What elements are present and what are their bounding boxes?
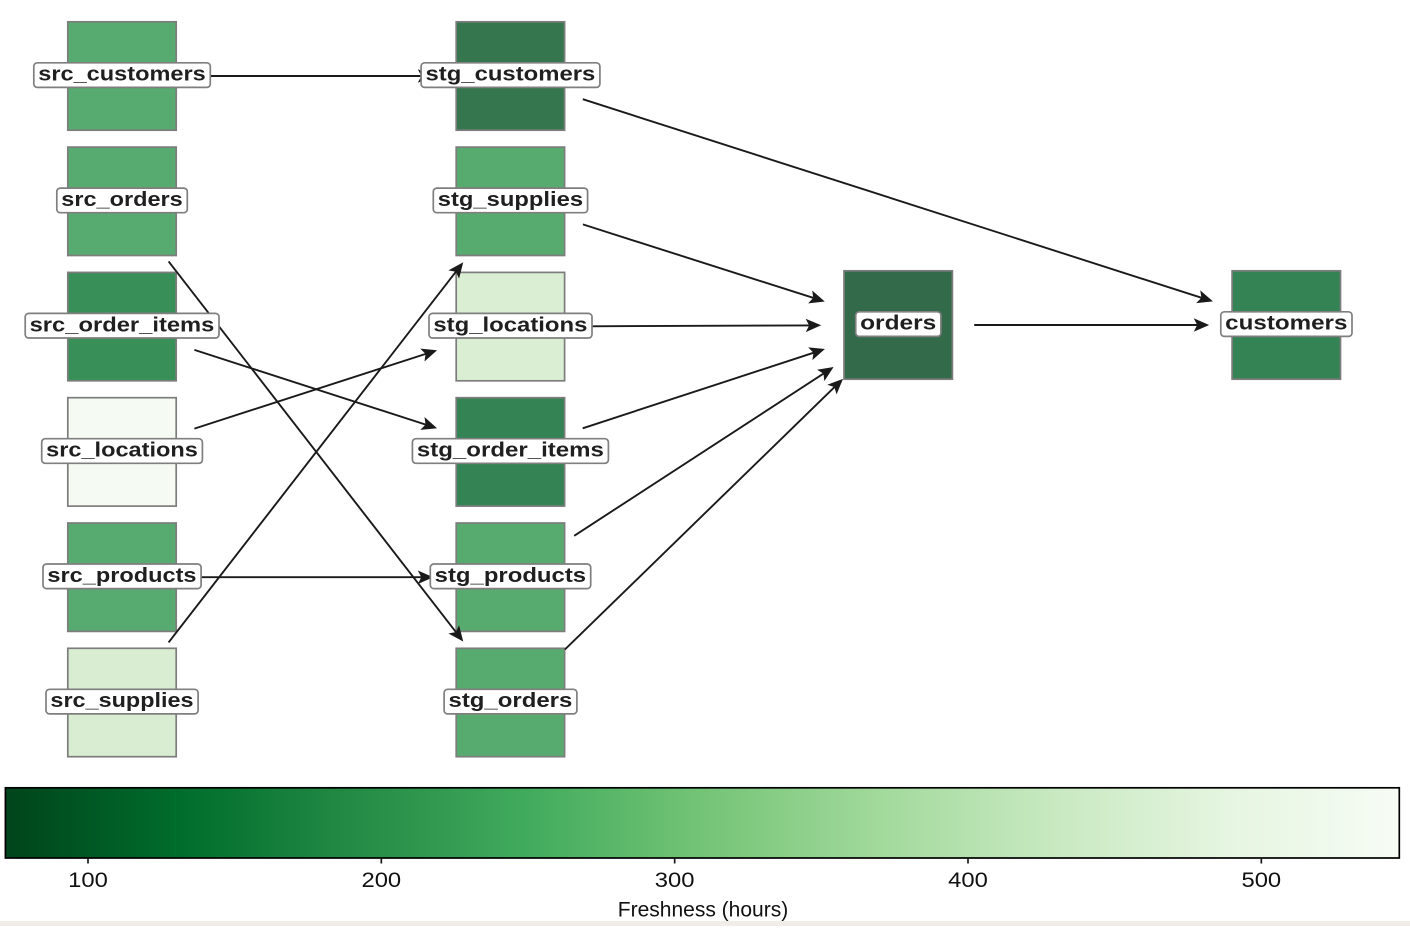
svg-text:400: 400 — [948, 869, 988, 892]
svg-text:100: 100 — [68, 869, 108, 892]
svg-text:stg_order_items: stg_order_items — [417, 439, 604, 462]
svg-text:Freshness (hours): Freshness (hours) — [618, 899, 788, 922]
svg-text:src_locations: src_locations — [46, 439, 198, 462]
svg-text:customers: customers — [1225, 312, 1347, 335]
svg-text:stg_locations: stg_locations — [433, 313, 587, 336]
svg-text:src_orders: src_orders — [61, 188, 183, 211]
svg-text:src_supplies: src_supplies — [50, 689, 193, 712]
svg-text:stg_customers: stg_customers — [426, 63, 596, 86]
svg-text:300: 300 — [655, 869, 695, 892]
svg-text:stg_supplies: stg_supplies — [438, 188, 583, 211]
svg-text:orders: orders — [860, 312, 936, 335]
svg-text:src_products: src_products — [47, 564, 196, 587]
svg-text:src_customers: src_customers — [38, 63, 206, 86]
svg-text:stg_orders: stg_orders — [449, 689, 573, 712]
svg-text:500: 500 — [1241, 869, 1281, 892]
svg-text:stg_products: stg_products — [435, 564, 586, 587]
svg-text:200: 200 — [361, 869, 401, 892]
svg-text:src_order_items: src_order_items — [30, 313, 215, 336]
